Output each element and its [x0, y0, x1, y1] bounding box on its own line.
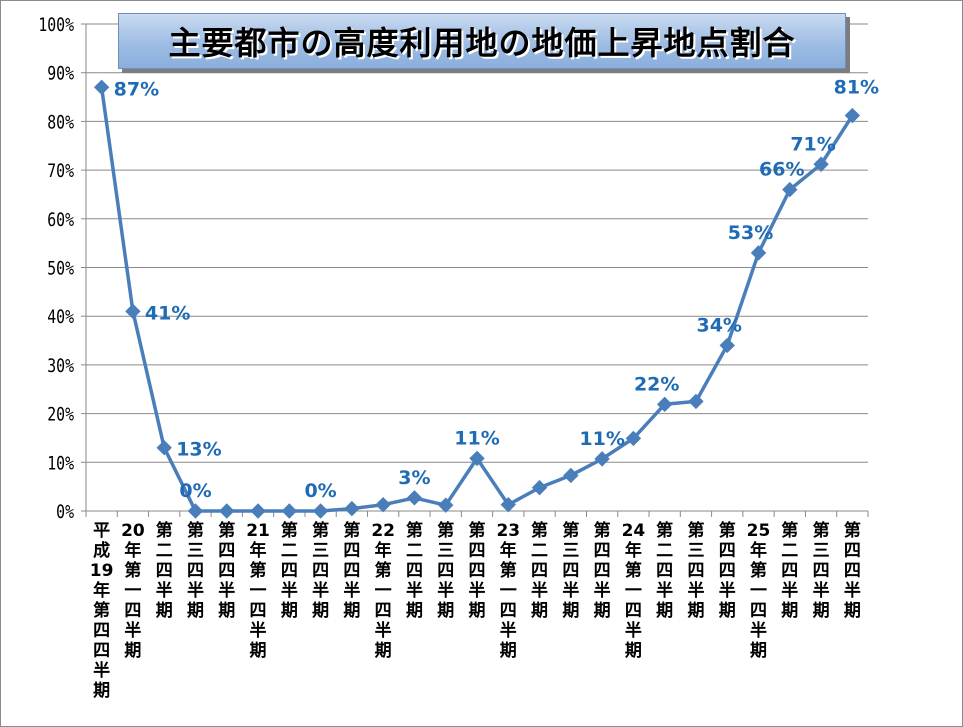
y-tick-label: 20%: [47, 404, 74, 426]
data-label: 34%: [696, 314, 741, 336]
chart-title-box: 主要都市の高度利用地の地価上昇地点割合: [118, 13, 846, 69]
data-point-marker: [406, 490, 423, 506]
data-point-marker: [250, 503, 266, 519]
data-point-marker: [531, 479, 548, 496]
x-tick-label: 第二四半期: [781, 520, 798, 621]
x-tick-label: 20 年第一四半期: [121, 521, 145, 661]
data-label: 87%: [114, 78, 159, 100]
y-axis-tick-labels: 0% 10% 20% 30% 40% 50% 60% 70% 80% 90% 100%: [38, 14, 74, 523]
data-point-marker: [375, 496, 391, 513]
data-point-marker: [469, 450, 485, 467]
data-label: 13%: [176, 439, 221, 461]
y-tick-label: 60%: [47, 209, 74, 231]
chart-title: 主要都市の高度利用地の地価上昇地点割合: [168, 24, 796, 62]
data-point-marker: [750, 245, 767, 261]
data-point-marker: [93, 79, 110, 96]
x-tick-label: 第三四半期: [187, 520, 204, 621]
x-tick-label: 第四四半期: [844, 520, 861, 621]
x-tick-label: 25 年第一四半期: [747, 521, 771, 661]
data-point-marker: [719, 337, 735, 354]
data-point-marker: [125, 303, 141, 320]
y-tick-label: 0%: [56, 501, 74, 523]
y-tick-label: 10%: [47, 453, 74, 475]
data-point-marker: [312, 503, 329, 519]
data-point-marker: [656, 396, 673, 413]
data-label: 53%: [728, 222, 773, 244]
data-point-marker: [500, 496, 516, 513]
data-point-marker: [344, 500, 360, 517]
x-tick-label: 第四四半期: [469, 520, 486, 621]
data-label: 0%: [179, 480, 211, 502]
x-tick-label: 21 年第一四半期: [246, 521, 270, 661]
data-point-marker: [219, 503, 235, 519]
x-tick-label: 第四四半期: [343, 520, 360, 621]
y-tick-label: 50%: [47, 258, 74, 280]
data-point-marker: [438, 497, 454, 513]
data-label: 66%: [759, 159, 804, 181]
x-tick-label: 第二四半期: [156, 520, 173, 621]
data-point-marker: [813, 156, 829, 172]
data-point-marker: [156, 439, 172, 456]
data-labels: 87% 41% 13% 0% 0% 3% 11% 11% 22% 34% 53% 66% 71% 81%: [114, 77, 879, 502]
data-point-marker: [782, 181, 798, 198]
x-tick-label: 第二四半期: [656, 520, 673, 621]
data-label: 41%: [145, 302, 190, 324]
x-tick-label: 第二四半期: [406, 520, 423, 621]
data-label: 0%: [304, 480, 336, 502]
x-tick-label: 第三四半期: [437, 520, 454, 621]
x-tick-label: 24 年第一四半期: [622, 521, 646, 661]
x-tick-label: 第三四半期: [813, 520, 830, 621]
x-tick-label: 第三四半期: [562, 520, 579, 621]
y-tick-label: 100%: [38, 14, 74, 36]
data-point-marker: [625, 430, 642, 447]
y-tick-label: 30%: [47, 355, 74, 377]
x-tick-label: 第三四半期: [312, 520, 329, 621]
y-tick-label: 70%: [47, 160, 74, 182]
data-point-marker: [281, 503, 298, 519]
x-tick-label: 平成 19 年第四四半期: [90, 521, 114, 701]
x-tick-label: 第四四半期: [594, 520, 611, 621]
x-tick-label: 第四四半期: [218, 520, 235, 621]
data-point-marker: [187, 503, 204, 519]
data-label: 81%: [834, 77, 879, 99]
data-label: 11%: [579, 428, 624, 450]
x-tick-label: 23 年第一四半期: [496, 521, 520, 661]
data-label: 11%: [454, 427, 499, 449]
y-tick-label: 80%: [47, 112, 74, 134]
data-point-marker: [844, 107, 861, 124]
data-markers: [93, 79, 861, 519]
y-tick-label: 40%: [47, 306, 74, 328]
data-label: 3%: [398, 467, 430, 489]
x-tick-label: 第二四半期: [281, 520, 298, 621]
data-point-marker: [688, 393, 704, 410]
x-tick-label: 第四四半期: [719, 520, 736, 621]
x-tick-label: 第三四半期: [687, 520, 704, 621]
y-tick-label: 90%: [47, 63, 74, 85]
data-point-marker: [594, 451, 610, 467]
x-tick-label: 22 年第一四半期: [371, 521, 395, 661]
data-point-marker: [563, 467, 579, 484]
x-tick-label: 第二四半期: [531, 520, 548, 621]
data-label: 22%: [634, 373, 679, 395]
data-label: 71%: [790, 133, 835, 155]
